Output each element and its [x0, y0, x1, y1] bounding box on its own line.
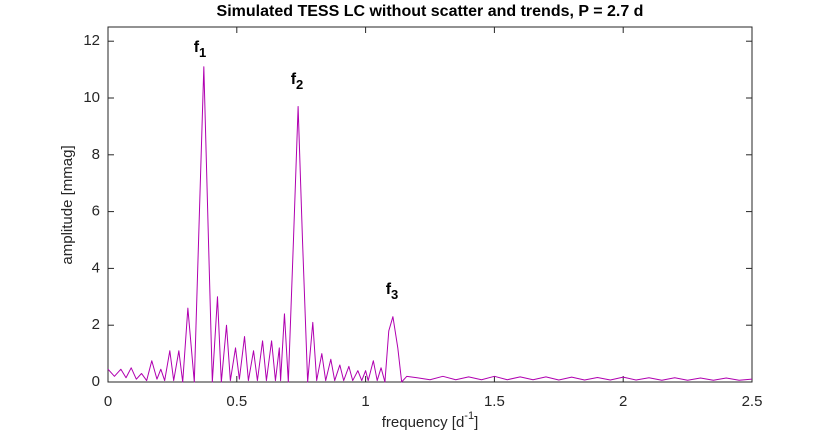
y-tick-label: 6 — [92, 203, 100, 220]
y-tick-label: 10 — [83, 89, 100, 106]
annotation-part: f — [291, 71, 297, 88]
annotation-part: 2 — [296, 77, 303, 92]
x-axis-label-part: ] — [474, 414, 478, 431]
y-tick-label: 12 — [83, 32, 100, 49]
x-axis-label-part: frequency [d — [382, 414, 465, 431]
y-tick-label: 2 — [92, 316, 100, 333]
y-tick-label: 8 — [92, 146, 100, 163]
peak-annotation: f3 — [386, 281, 399, 302]
y-tick-label: 0 — [92, 373, 100, 390]
x-axis-label: frequency [d-1] — [382, 410, 479, 431]
x-tick-label: 2 — [619, 393, 627, 410]
x-axis-label-part: -1 — [464, 410, 474, 422]
annotation-part: 1 — [199, 45, 206, 60]
x-tick-label: 0.5 — [226, 393, 247, 410]
x-tick-label: 2.5 — [742, 393, 763, 410]
x-tick-label: 0 — [104, 393, 112, 410]
x-tick-label: 1.5 — [484, 393, 505, 410]
peak-annotation: f2 — [291, 71, 304, 92]
annotation-part: 3 — [391, 287, 398, 302]
chart-title: Simulated TESS LC without scatter and tr… — [217, 3, 644, 20]
peak-annotation: f1 — [194, 39, 207, 60]
y-tick-label: 4 — [92, 259, 100, 276]
x-tick-label: 1 — [361, 393, 369, 410]
annotation-part: f — [194, 39, 200, 56]
plot-frame — [107, 26, 753, 383]
y-axis-label: amplitude [mmag] — [59, 145, 76, 264]
spectrum-line — [107, 66, 753, 383]
annotation-part: f — [386, 281, 392, 298]
